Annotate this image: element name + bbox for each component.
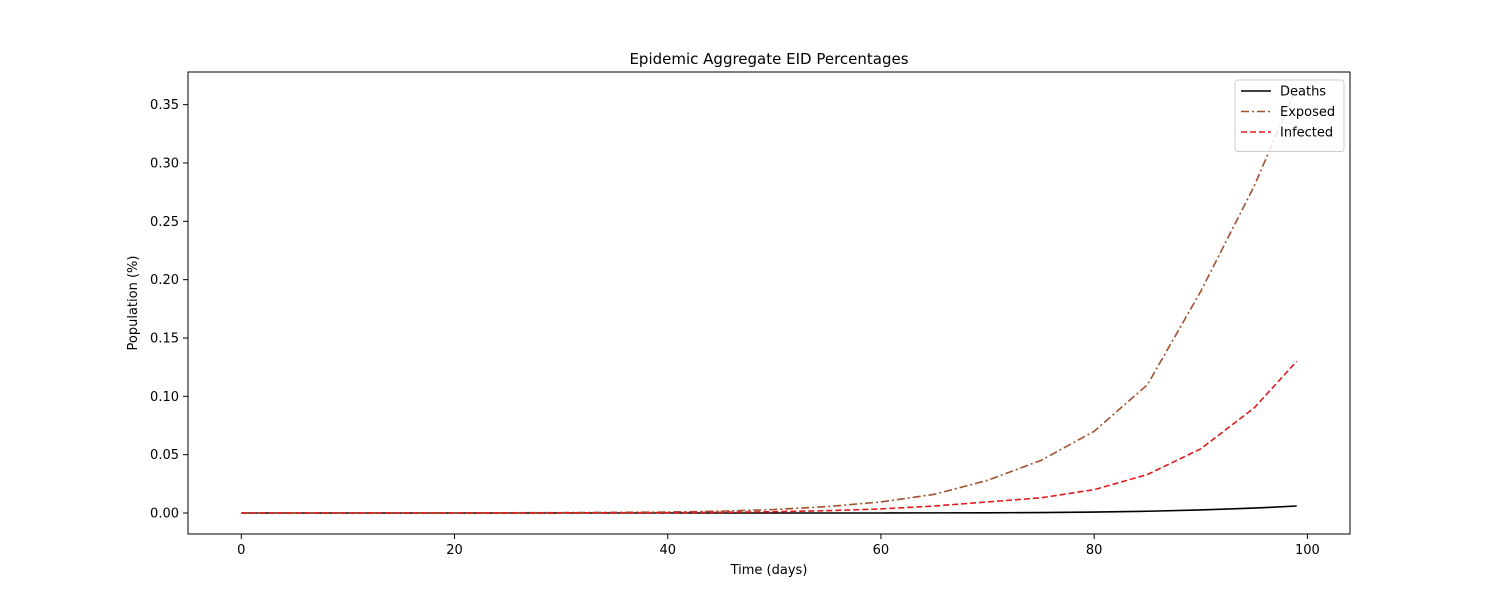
legend-label: Deaths xyxy=(1280,85,1326,100)
y-tick-label: 0.00 xyxy=(150,507,179,522)
series-layer xyxy=(241,86,1298,514)
x-tick-label: 80 xyxy=(1086,543,1103,558)
x-axis-label: Time (days) xyxy=(730,563,808,578)
y-tick-label: 0.15 xyxy=(150,332,179,347)
legend-label: Infected xyxy=(1280,126,1333,141)
series-line-infected xyxy=(241,360,1298,514)
x-axis: 0 20 40 60 80 100 xyxy=(237,534,1320,558)
y-tick-label: 0.10 xyxy=(150,390,179,405)
y-tick-label: 0.25 xyxy=(150,215,179,230)
x-tick-label: 100 xyxy=(1295,543,1320,558)
legend: Deaths Exposed Infected xyxy=(1234,79,1345,152)
legend-box xyxy=(1234,79,1345,152)
y-tick-label: 0.20 xyxy=(150,273,179,288)
x-tick-label: 60 xyxy=(873,543,890,558)
y-tick-label: 0.05 xyxy=(150,448,179,463)
chart-title: Epidemic Aggregate EID Percentages xyxy=(629,50,908,68)
x-tick-label: 20 xyxy=(446,543,463,558)
plot-frame xyxy=(187,71,1351,535)
legend-label: Exposed xyxy=(1280,105,1335,120)
y-tick-label: 0.30 xyxy=(150,157,179,172)
y-axis-label: Population (%) xyxy=(126,256,141,351)
series-line-exposed xyxy=(241,86,1298,514)
x-tick-label: 40 xyxy=(659,543,676,558)
x-tick-label: 0 xyxy=(237,543,245,558)
y-tick-label: 0.35 xyxy=(150,98,179,113)
y-axis: 0.00 0.05 0.10 0.15 0.20 0.25 0.30 0.35 xyxy=(150,98,188,522)
